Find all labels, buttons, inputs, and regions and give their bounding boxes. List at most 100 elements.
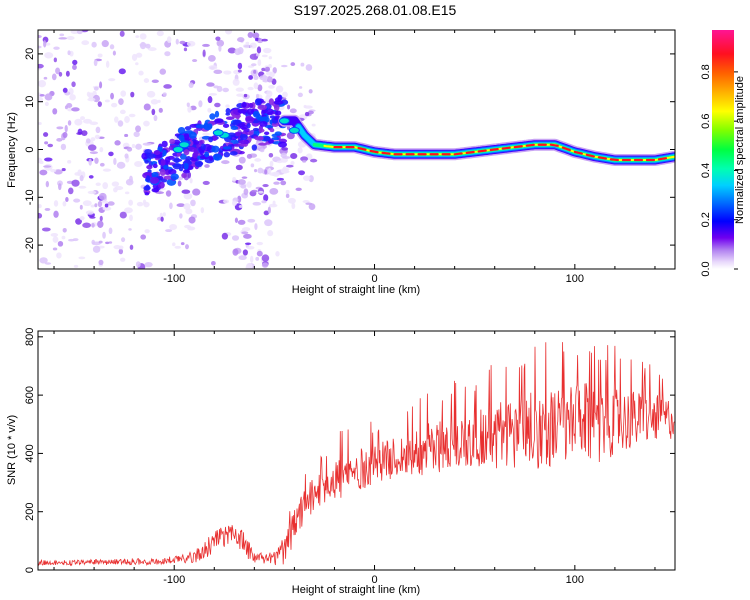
spectrogram-noise-blob (253, 69, 257, 74)
spectrogram-noise-blob (221, 160, 230, 165)
spectrogram-noise-blob (234, 48, 242, 56)
spectrogram-noise-blob (290, 152, 298, 159)
spectrogram-noise-blob (53, 210, 59, 218)
spectrogram-signal-blob (193, 150, 199, 155)
spectrogram-noise-blob (120, 237, 126, 243)
spectrogram-noise-blob (38, 122, 42, 126)
spectrogram-noise-blob (225, 30, 233, 35)
spectrogram-noise-blob (215, 36, 221, 41)
spectrogram-signal-blob (192, 140, 200, 145)
spectrogram-signal-blob (269, 115, 276, 119)
spectrogram-noise-blob (302, 159, 307, 163)
spectrogram-noise-blob (135, 261, 141, 268)
spectrogram-noise-blob (256, 250, 263, 257)
spectrogram-noise-blob (71, 81, 76, 88)
spectrogram-noise-blob (61, 235, 66, 240)
spectrogram-signal-blob (161, 140, 168, 148)
spectrogram-noise-blob (285, 164, 294, 168)
spectrogram-noise-blob (244, 242, 252, 245)
spectrogram-signal-blob (182, 169, 191, 174)
spectrogram-noise-blob (240, 184, 247, 189)
spectrogram-image (38, 30, 675, 269)
spectrogram-noise-blob (202, 49, 206, 57)
spectrogram-noise-blob (97, 101, 102, 107)
spectrogram-signal-blob (230, 125, 239, 130)
spectrogram-noise-blob (245, 265, 251, 269)
spectrogram-noise-blob (61, 167, 66, 172)
spectrogram-noise-blob (77, 128, 83, 135)
spectrogram-noise-blob (142, 199, 147, 205)
spectrogram-noise-blob (308, 89, 313, 94)
spectrogram-noise-blob (44, 141, 49, 145)
spectrogram-noise-blob (159, 68, 167, 75)
spectrogram-noise-blob (102, 168, 112, 172)
spectrogram-noise-blob (58, 71, 63, 77)
spectrogram-noise-blob (242, 249, 248, 256)
spectrogram-noise-blob (79, 216, 85, 221)
spectrogram-noise-blob (179, 213, 183, 219)
spectrogram-noise-blob (262, 183, 269, 188)
spectrogram-noise-blob (68, 238, 75, 242)
spectrogram-signal-blob (149, 177, 160, 184)
spectrogram-noise-blob (311, 123, 316, 127)
spectrogram-noise-blob (263, 210, 270, 216)
spectrogram-noise-blob (227, 47, 237, 54)
spectrogram-noise-blob (202, 132, 211, 136)
spectrogram-noise-blob (41, 227, 51, 232)
spectrogram-noise-blob (146, 90, 156, 98)
spectrogram-peak-mark (609, 158, 620, 162)
spectrogram-signal-blob (273, 100, 284, 105)
spectrogram-noise-blob (246, 153, 253, 159)
spectrogram-noise-blob (260, 148, 265, 153)
spectrogram-noise-blob (253, 168, 258, 173)
snr-y-tick-label: 800 (24, 328, 36, 346)
spectrogram-y-axis-title: Frequency (Hz) (6, 112, 18, 188)
spectrogram-noise-blob (265, 94, 271, 101)
snr-y-tick-label: 600 (24, 386, 36, 404)
spectrogram-noise-blob (253, 82, 259, 90)
spectrogram-noise-blob (91, 241, 101, 246)
spectrogram-noise-blob (118, 98, 124, 106)
spectrogram-noise-blob (72, 64, 77, 70)
spectrogram-noise-blob (186, 102, 190, 108)
spectrogram-noise-blob (109, 44, 115, 50)
spectrogram-noise-blob (282, 91, 288, 98)
snr-y-axis: 0 200 400 600 800 (24, 328, 675, 573)
spectrogram-noise-blob (267, 206, 271, 214)
spectrogram-noise-blob (236, 93, 245, 97)
spectrogram-noise-blob (118, 68, 126, 75)
spectrogram-noise-blob (280, 180, 287, 186)
spectrogram-noise-blob (43, 132, 49, 137)
spectrogram-noise-blob (55, 67, 61, 75)
spectrogram-noise-blob (38, 204, 42, 209)
spectrogram-noise-blob (124, 133, 129, 138)
spectrogram-noise-blob (225, 104, 230, 108)
spectrogram-noise-blob (302, 175, 311, 181)
spectrogram-noise-blob (82, 118, 92, 124)
spectrogram-signal-blob (266, 108, 274, 115)
spectrogram-noise-blob (303, 104, 307, 108)
spectrogram-noise-blob (285, 189, 290, 195)
spectrogram-noise-blob (237, 62, 243, 70)
spectrogram-noise-blob (79, 204, 83, 210)
spectrogram-signal-blob (173, 139, 181, 145)
spectrogram-signal-blob (157, 181, 165, 189)
spectrogram-noise-blob (243, 93, 248, 98)
spectrogram-noise-blob (89, 121, 99, 126)
spectrogram-noise-blob (82, 200, 92, 207)
spectrogram-noise-blob (241, 227, 251, 232)
spectrogram-noise-blob (282, 166, 288, 173)
colorbar-tick-label: 0.4 (700, 163, 712, 178)
spectrogram-noise-blob (68, 187, 74, 195)
spectrogram-noise-blob (105, 241, 110, 245)
spectrogram-peak-mark (573, 150, 583, 155)
spectrogram-y-tick-label: 10 (24, 96, 36, 108)
spectrogram-signal-blob (257, 104, 268, 110)
spectrogram-noise-blob (291, 202, 296, 210)
spectrogram-signal-blob (225, 107, 231, 114)
spectrogram-noise-blob (261, 262, 269, 268)
spectrogram-noise-blob (153, 114, 158, 122)
spectrogram-noise-blob (85, 210, 94, 215)
spectrogram-noise-blob (177, 180, 182, 187)
spectrogram-noise-blob (261, 254, 270, 262)
